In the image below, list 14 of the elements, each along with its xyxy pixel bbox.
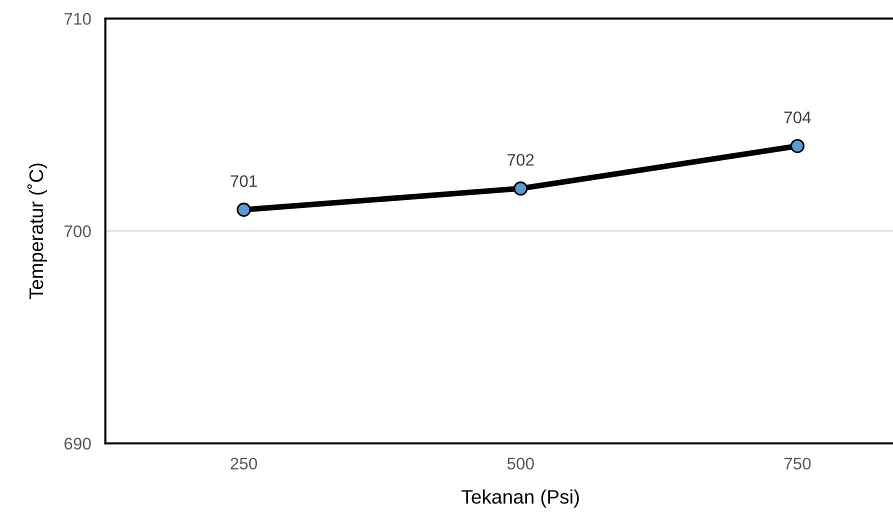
point [790,138,805,154]
y-axis-title: Temperatur (˚C) [27,164,48,300]
y-tick-label: 710 [64,12,91,25]
data-label: 704 [784,111,811,124]
x-tick-label: 500 [507,458,534,470]
point [514,181,528,196]
data-label: 701 [230,175,257,188]
x-axis-title: Tekanan (Psi) [462,489,579,508]
y-tick-label: 700 [64,225,91,238]
x-tick-label: 250 [230,458,258,470]
point [236,202,251,217]
x-tick-label: 750 [784,458,811,470]
y-tick-label: 690 [64,438,91,450]
data-label: 702 [508,154,534,166]
